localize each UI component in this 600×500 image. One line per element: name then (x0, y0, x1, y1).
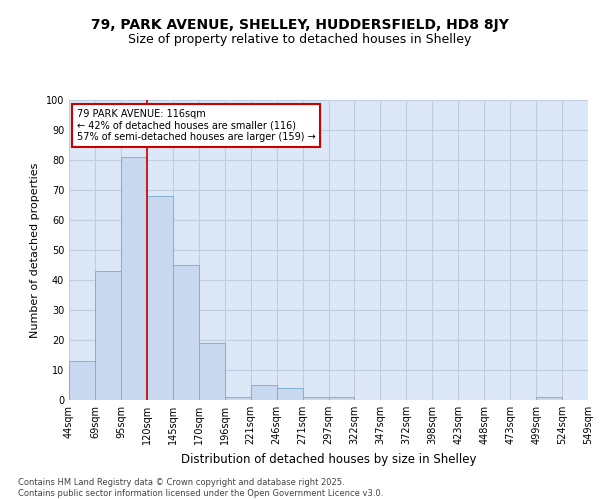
Bar (199, 343, 224, 400)
X-axis label: Distribution of detached houses by size in Shelley: Distribution of detached houses by size … (181, 452, 476, 466)
Bar (277, 388, 302, 400)
Bar (329, 397, 355, 400)
Text: Contains HM Land Registry data © Crown copyright and database right 2025.
Contai: Contains HM Land Registry data © Crown c… (18, 478, 383, 498)
Text: Size of property relative to detached houses in Shelley: Size of property relative to detached ho… (128, 32, 472, 46)
Bar (69, 361, 95, 400)
Bar (147, 196, 173, 400)
Text: 79 PARK AVENUE: 116sqm
← 42% of detached houses are smaller (116)
57% of semi-de: 79 PARK AVENUE: 116sqm ← 42% of detached… (77, 109, 316, 142)
Y-axis label: Number of detached properties: Number of detached properties (30, 162, 40, 338)
Bar (121, 157, 147, 400)
Bar (251, 385, 277, 400)
Bar (536, 397, 562, 400)
Bar (225, 397, 251, 400)
Bar (95, 271, 121, 400)
Bar (173, 265, 199, 400)
Bar (302, 397, 329, 400)
Text: 79, PARK AVENUE, SHELLEY, HUDDERSFIELD, HD8 8JY: 79, PARK AVENUE, SHELLEY, HUDDERSFIELD, … (91, 18, 509, 32)
